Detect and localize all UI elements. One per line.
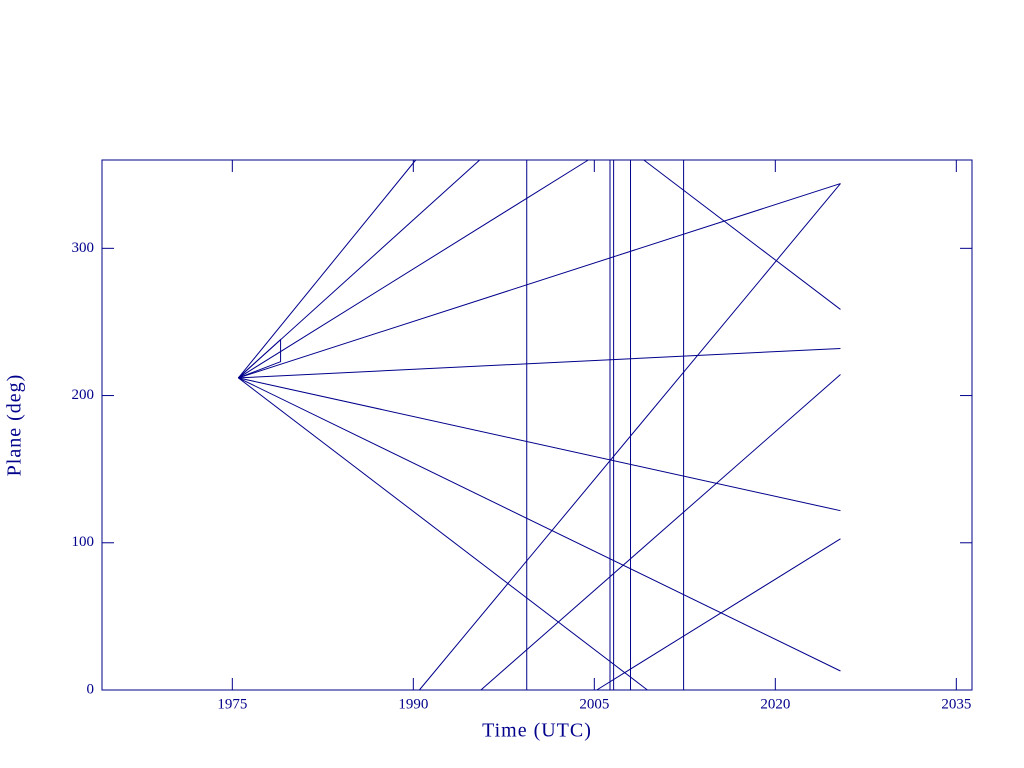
series-line bbox=[238, 377, 841, 672]
series-line bbox=[643, 159, 841, 310]
series-line bbox=[238, 159, 589, 379]
x-tick-label: 2005 bbox=[579, 696, 609, 712]
series-line bbox=[238, 347, 841, 379]
series-line bbox=[237, 159, 417, 379]
y-tick-label: 200 bbox=[72, 387, 95, 403]
y-tick-label: 0 bbox=[87, 681, 95, 697]
plot-frame bbox=[101, 159, 973, 691]
series-line bbox=[238, 377, 648, 691]
x-tick-label: 1975 bbox=[217, 696, 247, 712]
y-axis-title: Plane (deg) bbox=[4, 374, 26, 477]
series-line bbox=[238, 183, 841, 379]
series-line bbox=[238, 338, 282, 379]
series-line bbox=[596, 538, 841, 691]
x-tick-label: 2020 bbox=[760, 696, 790, 712]
series-line bbox=[418, 183, 841, 691]
series-line bbox=[238, 377, 841, 512]
y-tick-label: 300 bbox=[72, 240, 95, 256]
x-tick-label: 2035 bbox=[941, 696, 971, 712]
x-tick-label: 1990 bbox=[398, 696, 428, 712]
x-axis-title: Time (UTC) bbox=[482, 720, 592, 742]
y-tick-label: 100 bbox=[72, 534, 95, 550]
series-line bbox=[480, 374, 841, 691]
